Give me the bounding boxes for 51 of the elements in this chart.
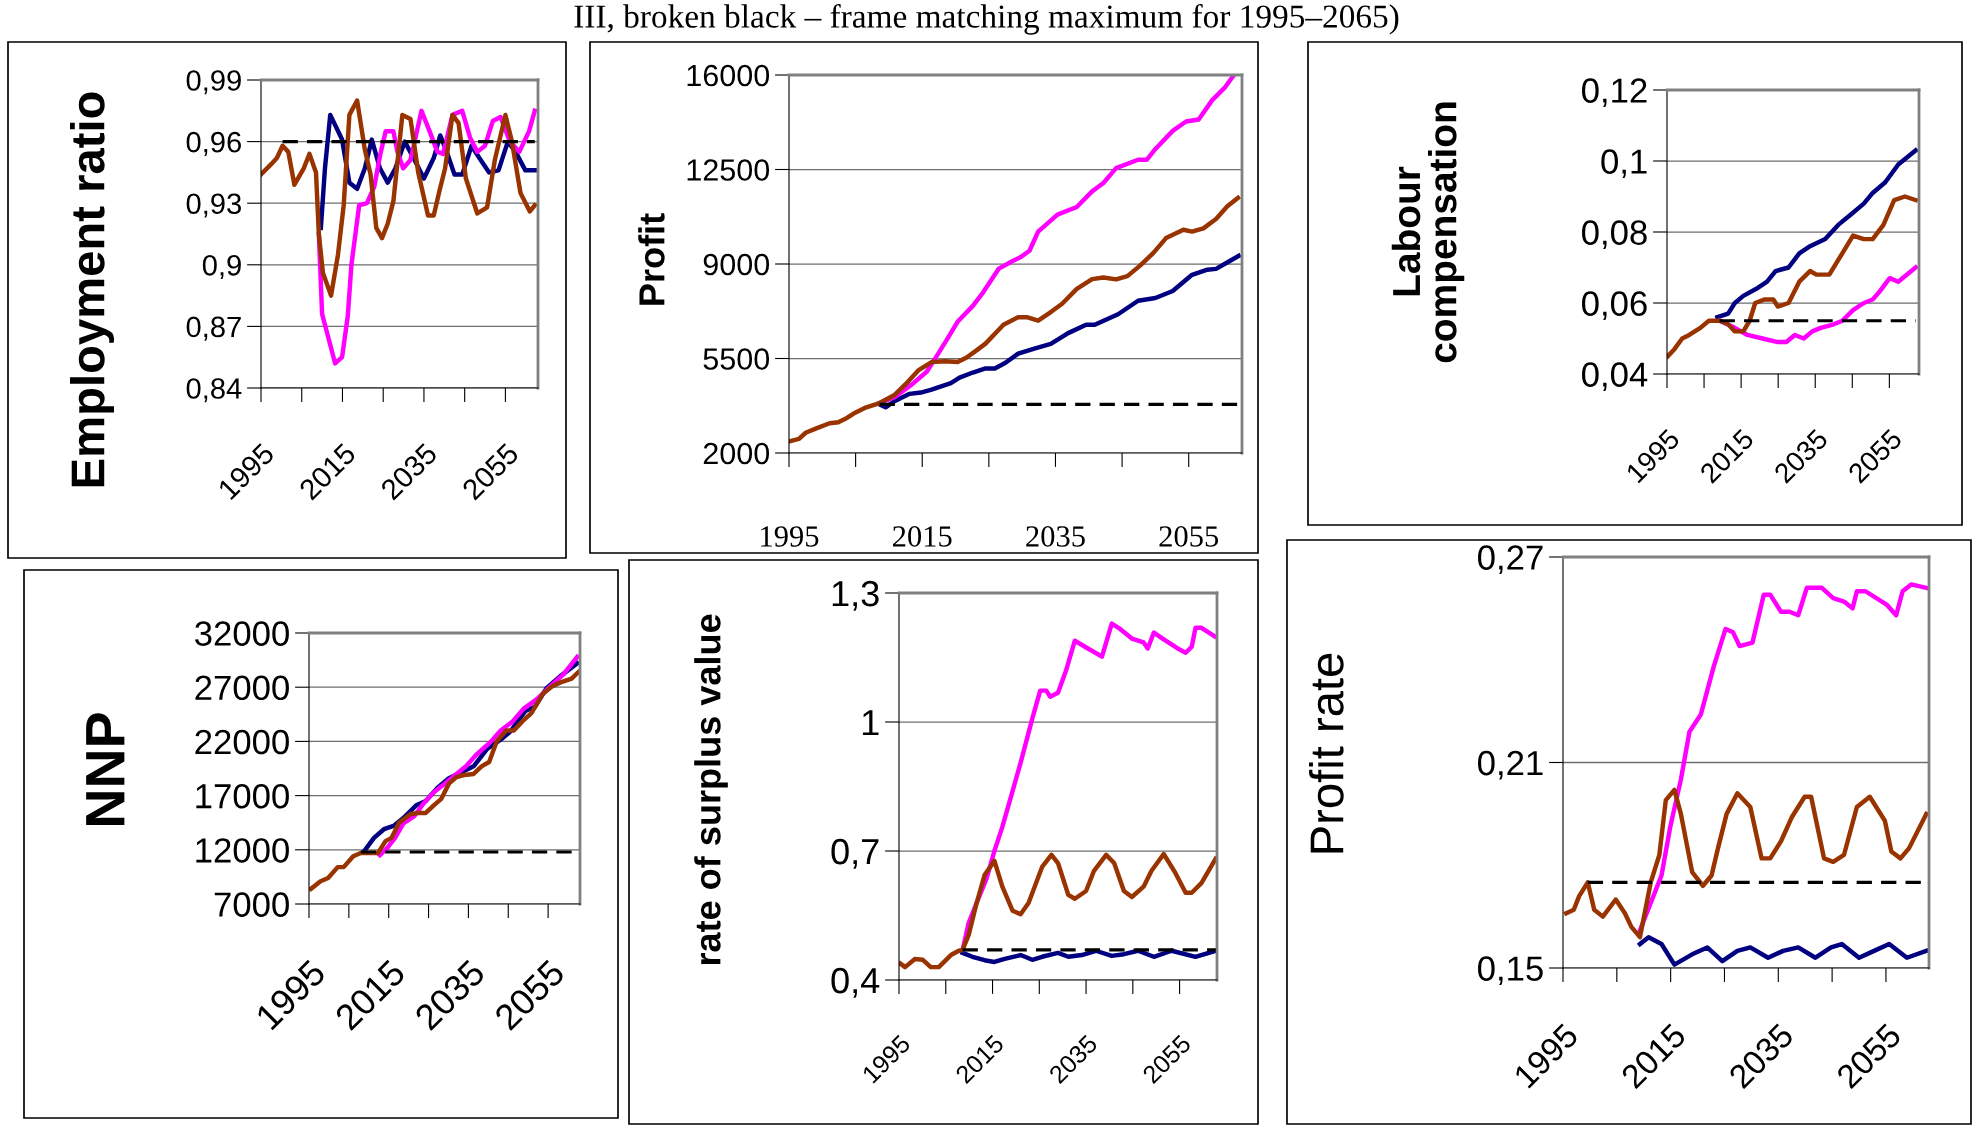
y-tick-label: 0,04	[1582, 362, 1648, 392]
y-tick-label: 12000	[196, 838, 289, 863]
line-series	[1564, 787, 1929, 940]
y-tick-label: 12500	[687, 159, 770, 181]
y-axis-title: rate of surplus value	[694, 614, 728, 965]
y-tick-label: 0,15	[1478, 956, 1543, 986]
x-tick-label: 2035	[1026, 526, 1085, 547]
y-tick-label: 0,08	[1582, 220, 1647, 250]
y-axis-title: NNP	[86, 713, 125, 825]
y-tick-label: 5500	[703, 348, 770, 370]
y-axis-title: Profit	[638, 213, 665, 305]
y-tick-label: 27000	[195, 675, 289, 701]
y-tick-label: 0,27	[1478, 545, 1543, 575]
y-tick-label: 0,1	[1601, 149, 1647, 179]
y-tick-label: 0,9	[202, 255, 241, 280]
y-tick-label: 32000	[195, 621, 289, 646]
y-tick-label: 17000	[196, 783, 289, 809]
line-series	[789, 195, 1241, 444]
x-tick-label: 2055	[1159, 526, 1219, 547]
x-tick-label: 1995	[761, 526, 819, 547]
y-tick-label: 0,96	[186, 131, 241, 156]
y-tick-label: 22000	[195, 729, 289, 755]
x-tick-label: 2015	[893, 526, 952, 547]
y-axis-title: Profit rate	[1308, 653, 1344, 853]
line-series	[261, 98, 537, 298]
y-tick-label: 0,7	[831, 838, 879, 869]
y-tick-label: 0,99	[186, 70, 241, 95]
y-tick-label: 0,4	[831, 967, 880, 998]
line-series	[1637, 582, 1929, 933]
y-axis-title: Employment ratio	[69, 92, 115, 487]
y-tick-label: 0,93	[186, 193, 241, 218]
line-series	[960, 948, 1217, 965]
y-axis-title: Labour compensation	[1391, 102, 1465, 363]
y-tick-label: 0,21	[1478, 750, 1543, 780]
text: III, broken black – frame matching maximum for 1995–2065)	[574, 4, 1399, 35]
line-series	[899, 851, 1217, 970]
y-tick-label: 9000	[703, 253, 770, 276]
y-tick-label: 1,3	[832, 580, 879, 611]
y-tick-label: 0,12	[1582, 78, 1647, 108]
line-series	[877, 253, 1241, 410]
line-series	[1637, 934, 1929, 967]
y-tick-label: 0,87	[186, 316, 241, 341]
y-tick-label: 0,06	[1582, 291, 1647, 321]
y-tick-label: 7000	[214, 892, 289, 917]
y-tick-label: 2000	[703, 442, 770, 465]
y-tick-label: 1	[862, 710, 879, 736]
line-series	[1667, 194, 1918, 359]
line-series	[1715, 148, 1918, 320]
y-tick-label: 16000	[687, 64, 770, 87]
line-series	[309, 669, 580, 892]
y-tick-label: 0,84	[186, 378, 242, 403]
